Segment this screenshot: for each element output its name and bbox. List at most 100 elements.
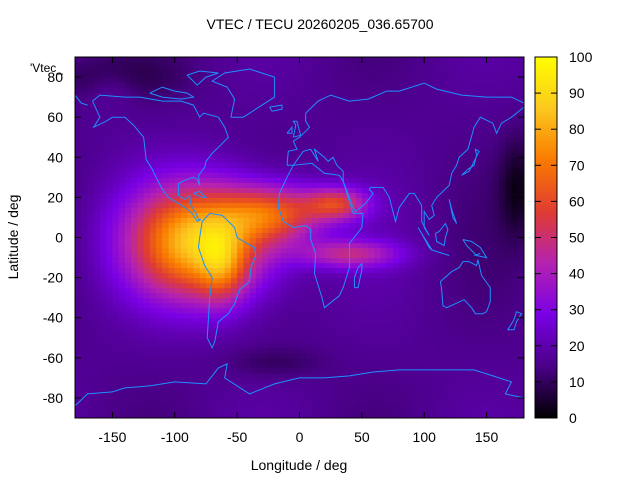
heatmap-cell (106, 377, 114, 384)
heatmap-cell (218, 302, 226, 309)
heatmap-cell (474, 197, 481, 203)
heatmap-cell (280, 357, 288, 364)
heatmap-cell (280, 117, 288, 123)
heatmap-cell (361, 102, 369, 108)
heatmap-cell (355, 187, 363, 193)
heatmap-cell (112, 237, 120, 244)
heatmap-cell (149, 277, 157, 284)
heatmap-cell (187, 132, 195, 138)
heatmap-cell (499, 197, 506, 203)
heatmap-cell (474, 377, 481, 384)
heatmap-cell (181, 112, 188, 118)
heatmap-cell (118, 212, 126, 219)
heatmap-cell (124, 402, 132, 409)
heatmap-cell (368, 267, 375, 274)
heatmap-cell (181, 137, 188, 143)
heatmap-cell (399, 412, 407, 418)
heatmap-cell (417, 222, 425, 229)
heatmap-cell (287, 82, 294, 88)
heatmap-cell (461, 147, 469, 153)
heatmap-cell (237, 367, 244, 374)
heatmap-cell (143, 332, 151, 339)
heatmap-cell (393, 122, 400, 128)
heatmap-cell (311, 242, 319, 249)
heatmap-cell (474, 72, 481, 78)
heatmap-cell (311, 167, 319, 173)
heatmap-cell (255, 62, 263, 68)
heatmap-cell (149, 332, 157, 339)
heatmap-cell (374, 272, 382, 279)
heatmap-cell (87, 352, 95, 359)
heatmap-cell (118, 87, 126, 93)
heatmap-cell (330, 397, 338, 404)
heatmap-cell (274, 252, 282, 259)
heatmap-cell (330, 197, 338, 203)
heatmap-cell (112, 187, 120, 193)
heatmap-cell (380, 287, 388, 294)
heatmap-cell (137, 327, 145, 334)
heatmap-cell (99, 142, 107, 148)
heatmap-cell (255, 282, 263, 289)
heatmap-cell (237, 342, 244, 349)
heatmap-cell (505, 342, 513, 349)
heatmap-cell (199, 67, 207, 73)
heatmap-cell (218, 222, 226, 229)
heatmap-cell (417, 292, 425, 299)
heatmap-cell (287, 192, 294, 198)
heatmap-cell (318, 102, 326, 108)
heatmap-cell (467, 177, 475, 183)
heatmap-cell (293, 92, 301, 98)
heatmap-cell (355, 92, 363, 98)
heatmap-cell (99, 212, 107, 219)
heatmap-cell (193, 292, 201, 299)
heatmap-cell (411, 197, 419, 203)
heatmap-cell (93, 77, 101, 83)
heatmap-cell (330, 337, 338, 344)
heatmap-cell (131, 392, 138, 399)
heatmap-cell (311, 77, 319, 83)
heatmap-cell (230, 202, 238, 209)
heatmap-cell (455, 122, 463, 128)
heatmap-cell (149, 152, 157, 158)
heatmap-cell (149, 122, 157, 128)
heatmap-cell (355, 257, 363, 264)
heatmap-cell (355, 342, 363, 349)
heatmap-cell (262, 297, 269, 304)
heatmap-cell (274, 167, 282, 173)
heatmap-cell (430, 167, 438, 173)
heatmap-cell (230, 277, 238, 284)
heatmap-cell (442, 157, 450, 163)
heatmap-cell (106, 227, 114, 234)
heatmap-cell (112, 202, 120, 209)
heatmap-cell (449, 327, 457, 334)
heatmap-cell (93, 192, 101, 198)
heatmap-cell (492, 357, 500, 364)
heatmap-cell (424, 162, 432, 168)
heatmap-cell (118, 147, 126, 153)
heatmap-cell (349, 57, 357, 63)
heatmap-cell (499, 207, 506, 214)
heatmap-cell (305, 317, 313, 324)
heatmap-cell (318, 297, 326, 304)
heatmap-cell (237, 77, 244, 83)
heatmap-cell (336, 342, 344, 349)
heatmap-cell (205, 372, 213, 379)
heatmap-cell (280, 202, 288, 209)
heatmap-cell (417, 72, 425, 78)
heatmap-cell (380, 282, 388, 289)
heatmap-cell (467, 207, 475, 214)
heatmap-cell (174, 152, 182, 158)
heatmap-cell (131, 267, 138, 274)
heatmap-cell (168, 317, 176, 324)
heatmap-cell (461, 202, 469, 209)
heatmap-cell (243, 157, 251, 163)
heatmap-cell (181, 247, 188, 254)
heatmap-cell (311, 347, 319, 354)
heatmap-cell (131, 302, 138, 309)
heatmap-cell (187, 367, 195, 374)
heatmap-cell (311, 162, 319, 168)
heatmap-cell (368, 162, 375, 168)
heatmap-cell (237, 92, 244, 98)
heatmap-cell (237, 247, 244, 254)
heatmap-cell (243, 277, 251, 284)
